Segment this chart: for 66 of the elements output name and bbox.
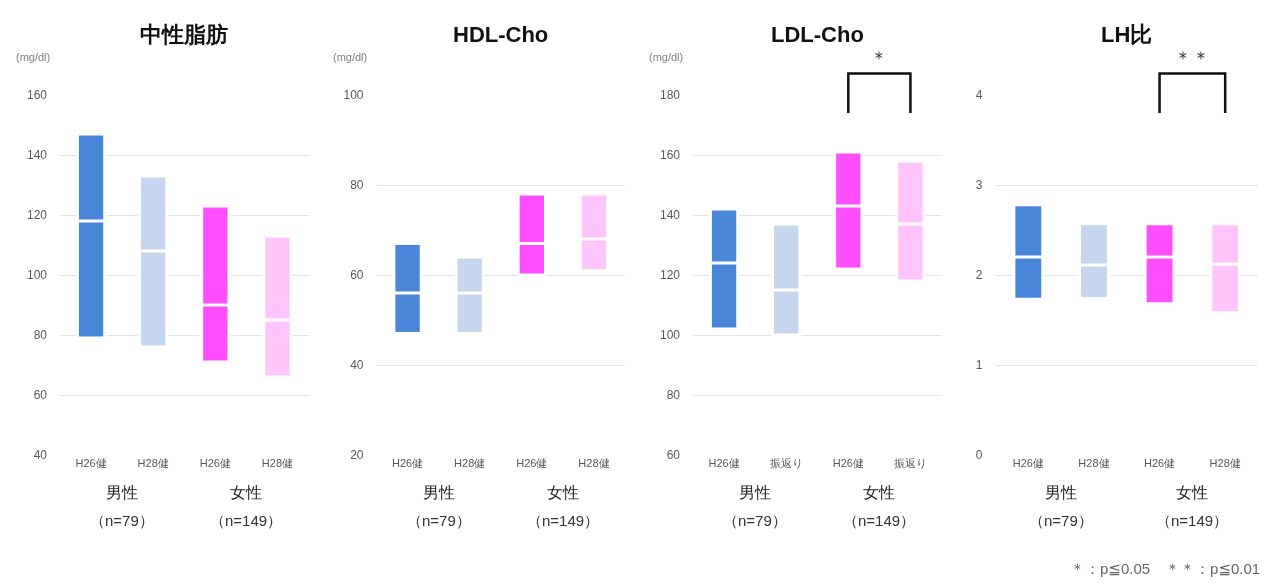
y-tick-label: 60 [33, 388, 48, 403]
chart-title: LH比 [1101, 22, 1153, 47]
x-tick-label: H26健 [1143, 457, 1176, 469]
x-tick-label: H28健 [137, 457, 169, 469]
text: 男性 [1045, 484, 1077, 501]
text: （n=149） [210, 512, 283, 529]
y-tick-label: 2 [975, 268, 983, 283]
y-tick-label: 80 [350, 178, 364, 193]
text: （n=79） [723, 512, 787, 529]
y-tick-label: 60 [666, 448, 681, 463]
y-tick-label: 40 [350, 358, 364, 373]
y-tick-label: 180 [659, 88, 681, 103]
y-tick-label: 20 [350, 448, 364, 463]
x-tick-label: 振返り [893, 457, 927, 469]
y-tick-label: 0 [975, 448, 983, 463]
x-tick-label: H26健 [832, 457, 864, 469]
x-tick-label: 振返り [769, 457, 803, 469]
x-tick-label: H28健 [454, 457, 486, 469]
chart-title: LDL-Cho [771, 22, 864, 47]
y-tick-label: 80 [33, 328, 48, 343]
y-tick-label: 160 [659, 148, 681, 163]
text: （n=79） [90, 512, 154, 529]
chart-title: HDL-Cho [453, 22, 549, 47]
text: 女性 [547, 484, 579, 501]
x-tick-label: H28健 [261, 457, 294, 469]
y-tick-label: 3 [975, 178, 983, 193]
y-axis-title: (mg/dl) [333, 51, 368, 63]
x-tick-label: H28健 [578, 457, 610, 469]
y-tick-label: 4 [975, 88, 983, 103]
y-tick-label: 140 [659, 208, 681, 223]
x-tick-label: H26健 [1012, 457, 1044, 469]
y-tick-label: 100 [659, 328, 681, 343]
text: （n=149） [527, 512, 600, 529]
y-axis-title: (mg/dl) [649, 51, 684, 63]
text: 女性 [1176, 484, 1208, 501]
x-tick-label: H28健 [1209, 457, 1241, 469]
text: 男性 [739, 484, 771, 501]
y-tick-label: 140 [26, 148, 48, 163]
text: （n=149） [843, 512, 916, 529]
y-tick-label: 1 [975, 358, 983, 373]
y-tick-label: 40 [33, 448, 48, 463]
x-tick-label: H26健 [75, 457, 107, 469]
text: 男性 [423, 484, 455, 501]
y-tick-label: 60 [350, 268, 364, 283]
y-tick-label: 160 [26, 88, 48, 103]
x-tick-label: H26健 [391, 457, 424, 469]
y-tick-label: 120 [26, 208, 48, 223]
text: 女性 [230, 484, 262, 501]
text: ＊＊ [1174, 48, 1210, 68]
text: ＊：p≦0.05 ＊＊：p≦0.01 [1070, 560, 1261, 577]
x-tick-label: H26健 [708, 457, 740, 469]
y-tick-label: 100 [343, 88, 364, 103]
x-tick-label: H26健 [199, 457, 231, 469]
y-tick-label: 80 [666, 388, 681, 403]
text: （n=79） [407, 512, 471, 529]
y-axis-title: (mg/dl) [16, 51, 51, 63]
text: 女性 [863, 484, 895, 501]
y-tick-label: 120 [659, 268, 681, 283]
text: ＊ [870, 48, 888, 68]
x-tick-label: H26健 [516, 457, 548, 469]
chart-title: 中性脂肪 [140, 22, 228, 47]
x-tick-label: H28健 [1078, 457, 1110, 469]
text: （n=79） [1029, 512, 1093, 529]
y-tick-label: 100 [26, 268, 48, 283]
text: 男性 [106, 484, 138, 501]
text: （n=149） [1156, 512, 1229, 529]
